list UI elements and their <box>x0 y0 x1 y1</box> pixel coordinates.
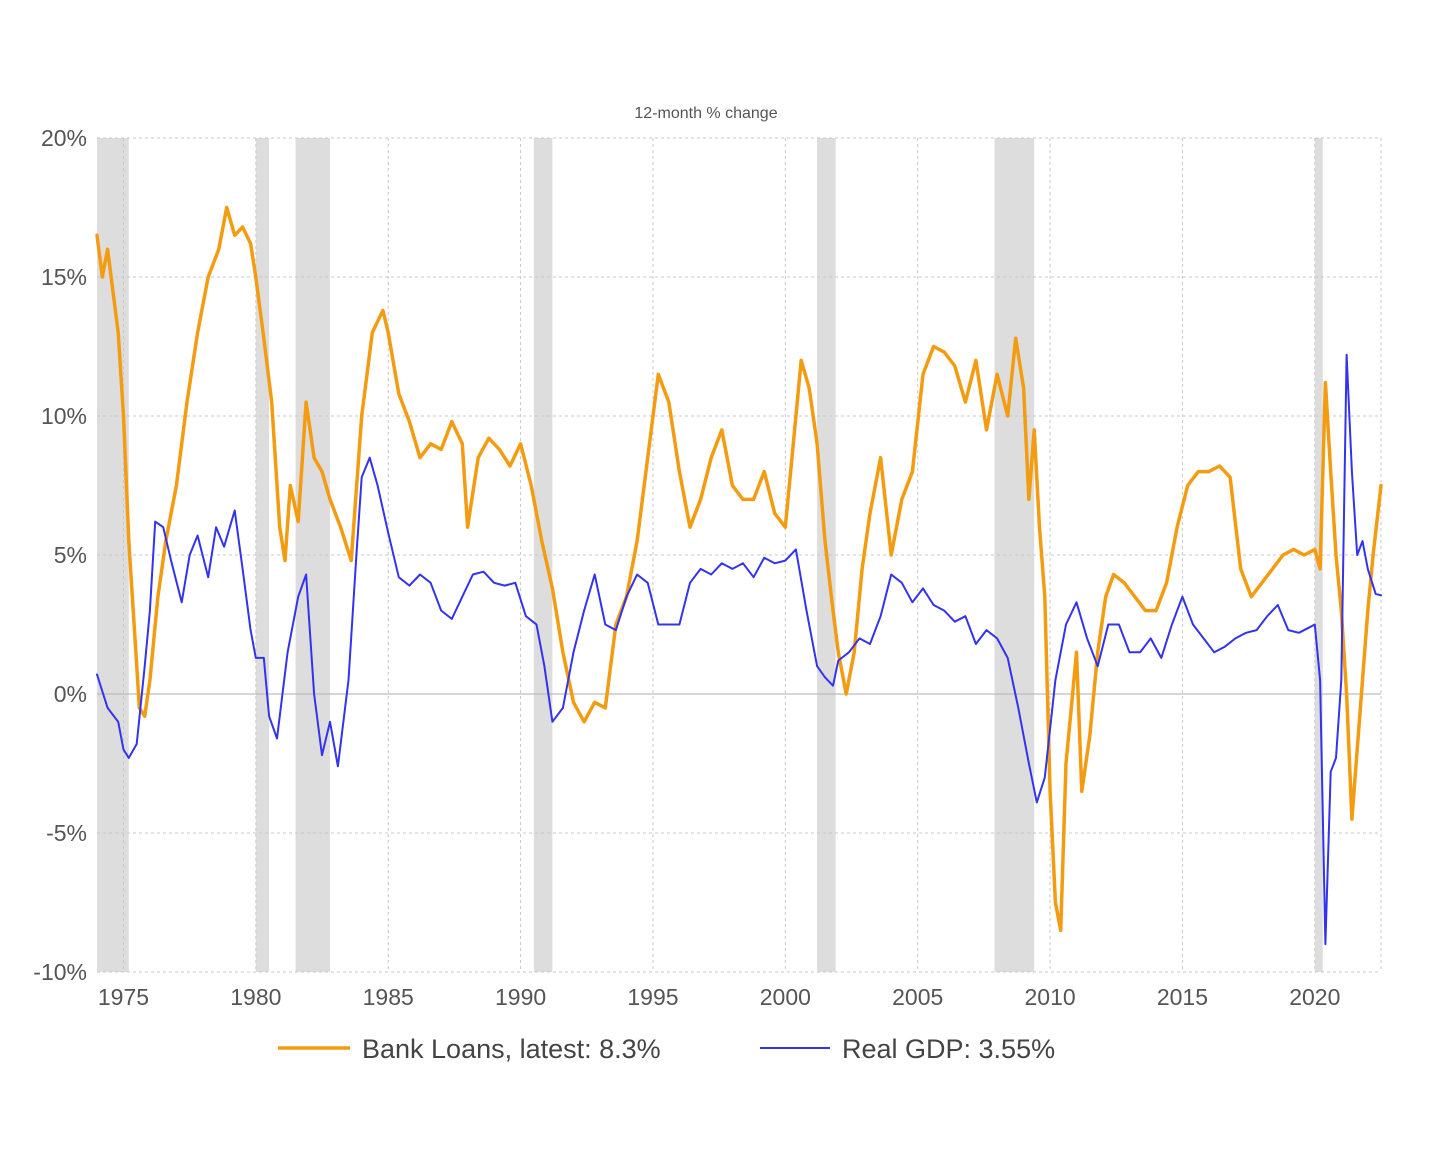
x-tick-label: 2010 <box>1024 984 1075 1010</box>
y-tick-label: -5% <box>46 820 87 846</box>
x-tick-label: 1975 <box>98 984 149 1010</box>
x-tick-label: 1985 <box>363 984 414 1010</box>
y-tick-label: 10% <box>41 403 87 429</box>
x-tick-label: 2015 <box>1157 984 1208 1010</box>
gridlines <box>97 137 1382 973</box>
x-tick-label: 1995 <box>627 984 678 1010</box>
x-tick-label: 1990 <box>495 984 546 1010</box>
y-axis-ticks: 20% 15% 10% 5% 0% -5% -10% <box>33 125 87 985</box>
x-tick-label: 1980 <box>230 984 281 1010</box>
x-tick-label: 2000 <box>760 984 811 1010</box>
y-tick-label: 5% <box>54 542 87 568</box>
chart-title: 12-month % change <box>634 105 777 122</box>
y-tick-label: -10% <box>33 959 87 985</box>
series-lines <box>95 205 1383 946</box>
legend: Bank Loans, latest: 8.3% Real GDP: 3.55% <box>278 1034 1055 1064</box>
series-line-bank-loans <box>95 205 1383 933</box>
series-line-real-gdp <box>96 353 1382 946</box>
x-tick-label: 2020 <box>1289 984 1340 1010</box>
legend-label-bank-loans: Bank Loans, latest: 8.3% <box>362 1034 661 1064</box>
y-tick-label: 15% <box>41 264 87 290</box>
y-tick-label: 20% <box>41 125 87 151</box>
legend-label-real-gdp: Real GDP: 3.55% <box>842 1034 1055 1064</box>
y-tick-label: 0% <box>54 681 87 707</box>
recession-band-2 <box>295 138 330 972</box>
x-axis-ticks: 1975 1980 1985 1990 1995 2000 2005 2010 2015 2020 <box>98 984 1341 1010</box>
x-tick-label: 2005 <box>892 984 943 1010</box>
